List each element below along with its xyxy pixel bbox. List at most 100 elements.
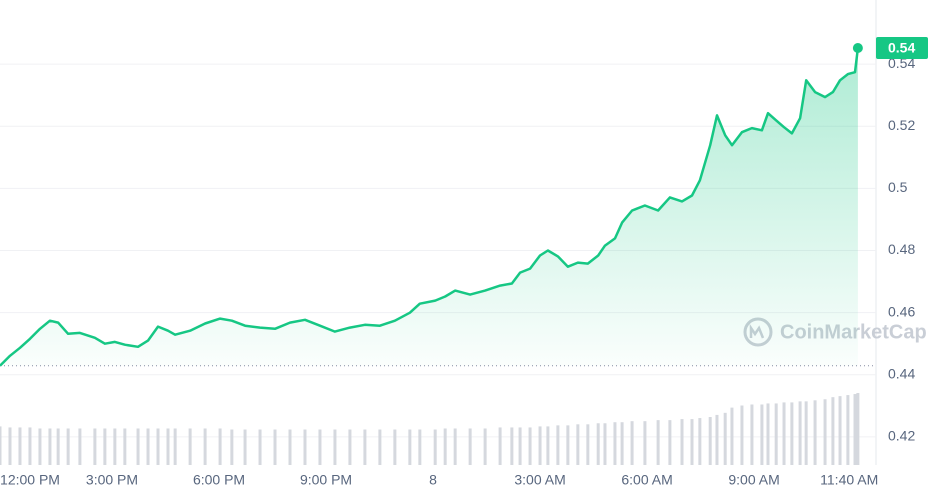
volume-bar bbox=[740, 405, 744, 465]
volume-bar bbox=[613, 422, 617, 465]
volume-bar bbox=[620, 422, 624, 465]
volume-bar bbox=[318, 429, 322, 465]
volume-bar bbox=[113, 428, 117, 465]
volume-bar bbox=[93, 428, 97, 465]
volume-bar bbox=[443, 428, 447, 465]
volume-bar bbox=[813, 400, 817, 465]
volume-bar bbox=[690, 419, 694, 465]
volume-bar bbox=[774, 403, 778, 465]
volume-bar bbox=[630, 421, 634, 465]
volume-bar bbox=[156, 428, 160, 465]
x-tick-label: 12:00 PM bbox=[0, 472, 60, 488]
volume-bar bbox=[203, 428, 207, 465]
volume-bar bbox=[853, 394, 857, 465]
volume-bar bbox=[760, 404, 764, 465]
volume-bar bbox=[0, 426, 2, 465]
y-tick-label: 0.5 bbox=[888, 179, 908, 195]
volume-bar bbox=[518, 427, 522, 465]
y-tick-label: 0.42 bbox=[888, 428, 915, 444]
volume-bar bbox=[393, 429, 397, 465]
price-tag: 0.54 bbox=[888, 40, 915, 56]
volume-bar bbox=[166, 428, 170, 465]
volume-bar bbox=[453, 428, 457, 465]
volume-bar bbox=[596, 423, 600, 465]
volume-bar bbox=[790, 402, 794, 465]
x-tick-label: 6:00 PM bbox=[193, 472, 245, 488]
volume-bar bbox=[680, 419, 684, 465]
volume-bar bbox=[576, 424, 580, 465]
last-point bbox=[852, 42, 863, 53]
volume-bar bbox=[273, 429, 277, 465]
volume-bar bbox=[723, 412, 727, 465]
x-tick-label: 9:00 AM bbox=[728, 472, 779, 488]
volume-bar bbox=[18, 427, 22, 465]
y-tick-label: 0.46 bbox=[888, 303, 915, 319]
volume-bar bbox=[103, 428, 107, 465]
volume-bar bbox=[498, 427, 502, 465]
volume-bar bbox=[528, 427, 532, 465]
volume-bar bbox=[730, 407, 734, 465]
x-tick-label: 3:00 AM bbox=[514, 472, 565, 488]
volume-bar bbox=[715, 414, 719, 465]
volume-bar bbox=[643, 421, 647, 465]
volume-bar bbox=[188, 428, 192, 465]
volume-bar bbox=[846, 395, 850, 465]
volume-bar bbox=[804, 401, 808, 465]
y-tick-label: 0.52 bbox=[888, 117, 915, 133]
volume-bar bbox=[510, 427, 514, 465]
volume-bar bbox=[586, 424, 590, 465]
volume-bar bbox=[566, 425, 570, 465]
volume-bar bbox=[348, 429, 352, 465]
volume-bar bbox=[123, 428, 127, 465]
volume-bar bbox=[856, 393, 860, 465]
price-line bbox=[0, 47, 860, 367]
volume-bar bbox=[8, 427, 12, 465]
volume-bar bbox=[173, 428, 177, 465]
volume-bar bbox=[258, 429, 262, 465]
volume-bar bbox=[78, 428, 82, 465]
volume-bar bbox=[546, 426, 550, 465]
volume-bar bbox=[782, 402, 786, 465]
volume-bar bbox=[483, 428, 487, 465]
volume-bar bbox=[218, 428, 222, 465]
volume-bar bbox=[556, 425, 560, 465]
volume-bar bbox=[750, 404, 754, 465]
volume-bar bbox=[136, 428, 140, 465]
volume-bar bbox=[468, 428, 472, 465]
volume-bar bbox=[48, 428, 52, 465]
volume-bar bbox=[28, 427, 32, 465]
price-area bbox=[0, 48, 858, 366]
volume-bar bbox=[288, 429, 292, 465]
volume-bar bbox=[363, 429, 367, 465]
y-tick-label: 0.44 bbox=[888, 366, 915, 382]
volume-bar bbox=[243, 429, 247, 465]
x-tick-label: 11:40 AM bbox=[820, 472, 878, 488]
volume-bar bbox=[146, 428, 150, 465]
x-tick-label: 6:00 AM bbox=[621, 472, 672, 488]
volume-bar bbox=[56, 428, 60, 465]
y-tick-label: 0.48 bbox=[888, 241, 915, 257]
volume-bar bbox=[66, 428, 70, 465]
volume-bar bbox=[378, 429, 382, 465]
volume-bar bbox=[698, 418, 702, 465]
volume-bar bbox=[708, 417, 712, 465]
volume-bar bbox=[418, 429, 422, 465]
x-tick-label: 9:00 PM bbox=[300, 472, 352, 488]
volume-bar bbox=[656, 420, 660, 465]
price-tag-box bbox=[876, 36, 928, 59]
x-tick-label: 3:00 PM bbox=[86, 472, 138, 488]
x-tick-label: 8 bbox=[429, 472, 437, 488]
volume-bar bbox=[408, 429, 412, 465]
volume-bar bbox=[831, 397, 835, 465]
volume-bar bbox=[538, 426, 542, 465]
volume-bar bbox=[668, 420, 672, 465]
volume-bar bbox=[798, 401, 802, 465]
volume-bar bbox=[333, 429, 337, 465]
volume-bar bbox=[303, 429, 307, 465]
volume-bar bbox=[766, 403, 770, 465]
volume-bar bbox=[603, 423, 607, 465]
volume-bar bbox=[823, 399, 827, 465]
volume-bar bbox=[838, 396, 842, 465]
